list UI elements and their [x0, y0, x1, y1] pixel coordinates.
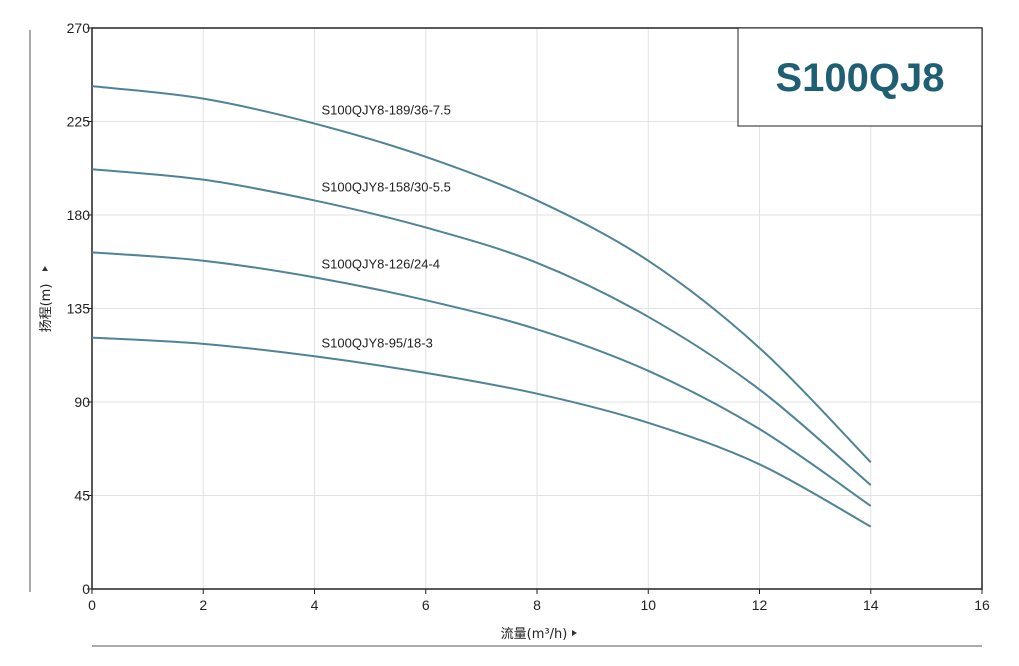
x-tick-label: 6 [422, 597, 430, 613]
x-axis-ticks: 0 2 4 6 8 10 12 14 16 [88, 589, 990, 613]
series-line [91, 251, 872, 507]
series-line [91, 168, 872, 486]
y-axis-label: 扬程(m) [39, 284, 54, 333]
x-tick-label: 16 [974, 597, 990, 613]
series-line [91, 85, 872, 463]
y-tick-label: 225 [67, 114, 91, 130]
x-tick-label: 10 [640, 597, 656, 613]
series-curves [91, 85, 872, 528]
y-tick-label: 270 [67, 20, 91, 36]
x-tick-label: 0 [88, 597, 96, 613]
series-line [91, 336, 872, 528]
y-axis-arrow-icon [42, 266, 48, 271]
x-axis-label: 流量(m³/h) [501, 627, 568, 642]
x-axis-title: 流量(m³/h) [501, 627, 577, 642]
x-tick-label: 2 [199, 597, 207, 613]
y-tick-label: 0 [82, 581, 90, 597]
series-labels: S100QJY8-189/36-7.5 S100QJY8-158/30-5.5 S1… [322, 103, 451, 351]
y-tick-label: 45 [74, 488, 90, 504]
y-tick-label: 90 [74, 394, 90, 410]
x-tick-label: 12 [752, 597, 768, 613]
series-label: S100QJY8-126/24-4 [322, 256, 441, 271]
chart-title: S100QJ8 [775, 56, 944, 100]
y-axis-ticks: 0 45 90 135 180 225 270 [67, 20, 92, 597]
series-label: S100QJY8-95/18-3 [322, 335, 433, 350]
x-tick-label: 8 [533, 597, 541, 613]
y-tick-label: 135 [67, 301, 91, 317]
y-tick-label: 180 [67, 207, 91, 223]
model-title-box: S100QJ8 [737, 27, 983, 127]
y-axis-title: 扬程(m) [39, 266, 54, 332]
series-label: S100QJY8-158/30-5.5 [322, 179, 451, 194]
x-axis-arrow-icon [572, 630, 577, 636]
x-tick-label: 14 [863, 597, 879, 613]
series-label: S100QJY8-189/36-7.5 [322, 103, 451, 118]
x-tick-label: 4 [311, 597, 319, 613]
